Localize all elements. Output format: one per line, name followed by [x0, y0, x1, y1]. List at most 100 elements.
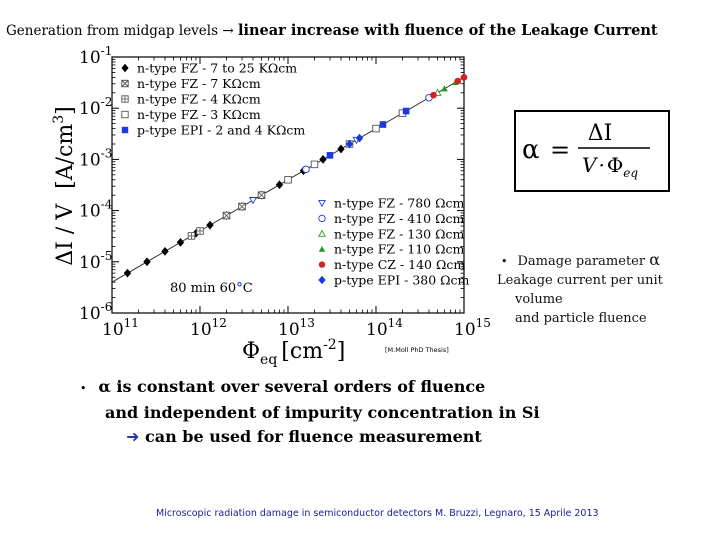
formula-equals: = [550, 136, 570, 164]
data-point-diamond [319, 155, 327, 164]
legend-label: n-type FZ - 130 Ωcm [334, 226, 464, 241]
anneal-annotation: 80 min 60°C [170, 281, 253, 296]
data-point-diamond [337, 144, 345, 154]
y-tick-label: 10-5 [79, 249, 112, 273]
data-point-circle-filled [430, 91, 437, 99]
y-tick-label: 10-3 [79, 146, 112, 170]
legend-marker-triangle-down-open [318, 199, 326, 208]
title-arrow: → [222, 23, 234, 39]
data-point-square-x [238, 202, 246, 211]
damage-line-4: and particle fluence [515, 311, 647, 326]
data-points [123, 74, 468, 278]
anneal-text: 80 min 60 [170, 281, 237, 296]
data-point-diamond [176, 237, 185, 247]
ticks: 1011 1012 1013 1014 1015 10-1 10-2 10-3 10-4 10-5… [79, 44, 491, 340]
data-point-diamond [275, 180, 284, 190]
data-point-diamond [206, 220, 214, 230]
data-point-circle-filled [460, 74, 468, 81]
data-point-square-cross [196, 227, 204, 235]
data-point-square-cross [187, 232, 196, 240]
legend-label: p-type EPI - 380 Ωcm [334, 273, 470, 288]
bullet: • [80, 382, 87, 395]
legend-marker-triangle-open [318, 229, 326, 237]
damage-alpha: α [649, 250, 661, 269]
formula-den-sub: eq [623, 166, 638, 180]
data-point-square-x [257, 191, 266, 199]
bullet: • [501, 255, 508, 268]
title-prefix: Generation from midgap levels [6, 23, 219, 39]
y-tick-label: 10-2 [79, 95, 112, 119]
y-tick-label: 10-1 [79, 44, 112, 68]
data-point-circle-filled [454, 77, 462, 85]
conclusion-line-2: and independent of impurity concentratio… [105, 403, 540, 422]
data-point-square-open [310, 160, 319, 169]
data-point-triangle-filled [441, 85, 448, 92]
legend-label: n-type FZ - 110 Ωcm [334, 242, 464, 257]
legend-label: n-type CZ - 140 Ωcm [334, 257, 465, 272]
legend-label: p-type EPI - 2 and 4 KΩcm [137, 123, 305, 138]
data-point-square-filled [402, 107, 410, 115]
legend-marker-square-x [121, 79, 129, 88]
legend-marker-circle-open [318, 214, 326, 223]
y-tick-label: 10-4 [79, 198, 113, 222]
formula-denominator: V · Φeq [582, 153, 638, 180]
data-point-diamond [355, 133, 364, 143]
footer-citation: Microscopic radiation damage in semicond… [156, 508, 599, 519]
title-bold: linear increase with fluence of the Leak… [237, 22, 658, 39]
y-tick-label: 10-6 [79, 300, 112, 324]
data-point-diamond [161, 246, 169, 256]
legend-label: n-type FZ - 780 Ωcm [334, 196, 464, 211]
legend-marker-circle-filled [318, 261, 326, 268]
legend-marker-square-open [121, 110, 129, 119]
x-label-unit: [cm [281, 339, 323, 364]
damage-line-3: volume [515, 292, 563, 307]
data-point-diamond [345, 139, 354, 149]
x-axis-label: Φeq [cm-2] [242, 337, 345, 368]
formula-numerator: ΔI [588, 121, 613, 146]
damage-line-1: Damage parameter [517, 254, 646, 269]
legend-marker-square-filled [121, 126, 129, 134]
legend-marker-square-cross [121, 95, 129, 103]
thesis-reference: [M.Moll PhD Thesis] [385, 346, 449, 354]
degree-symbol: ° [236, 281, 243, 296]
data-point-square-filled [379, 121, 387, 128]
y-axis-label: ΔI / V [A/cm3] [51, 106, 78, 265]
data-point-diamond [143, 257, 151, 267]
data-point-triangle-down-open [248, 197, 258, 205]
formula-den-dot: · [598, 153, 604, 177]
legend-label: n-type FZ - 4 KΩcm [137, 92, 261, 107]
formula-den-v: V [582, 153, 599, 177]
y-label-close: ] [53, 106, 78, 115]
legend-marker-diamond [318, 275, 326, 285]
data-point-square-filled [326, 152, 334, 159]
legend-marker-triangle-filled [318, 246, 326, 252]
formula-den-phi: Φ [607, 153, 623, 177]
conclusion-block: • α is constant over several orders of fl… [80, 375, 540, 449]
y-label-exp: 3 [51, 115, 67, 124]
formula-box [514, 110, 670, 192]
conclusion-alpha: α [98, 377, 111, 396]
x-tick-label: 1015 [454, 316, 491, 340]
data-point-diamond [123, 268, 132, 278]
legend-label: n-type FZ - 410 Ωcm [334, 211, 464, 226]
y-label-unit: [A/cm [53, 124, 78, 189]
x-label-exp: -2 [323, 337, 337, 353]
data-point-square-x [222, 211, 231, 220]
legend-label: n-type FZ - 3 KΩcm [137, 107, 261, 122]
anneal-unit: C [242, 281, 253, 296]
x-label-close: ] [337, 339, 346, 364]
formula-alpha: α [522, 135, 540, 165]
damage-line-2: Leakage current per unit [497, 273, 663, 288]
x-tick-label: 1012 [190, 316, 227, 340]
data-point-square-open [284, 176, 292, 184]
y-label-main: ΔI / V [53, 203, 78, 266]
x-label-main: Φ [242, 339, 260, 364]
conclusion-line-3: can be used for fluence measurement [144, 427, 482, 446]
legend-label: n-type FZ - 7 to 25 KΩcm [137, 61, 297, 76]
slide-title: Generation from midgap levels → linear i… [6, 22, 658, 39]
x-tick-label: 1013 [278, 316, 315, 340]
legend-label: n-type FZ - 7 KΩcm [137, 76, 261, 91]
x-tick-label: 1011 [102, 316, 139, 340]
